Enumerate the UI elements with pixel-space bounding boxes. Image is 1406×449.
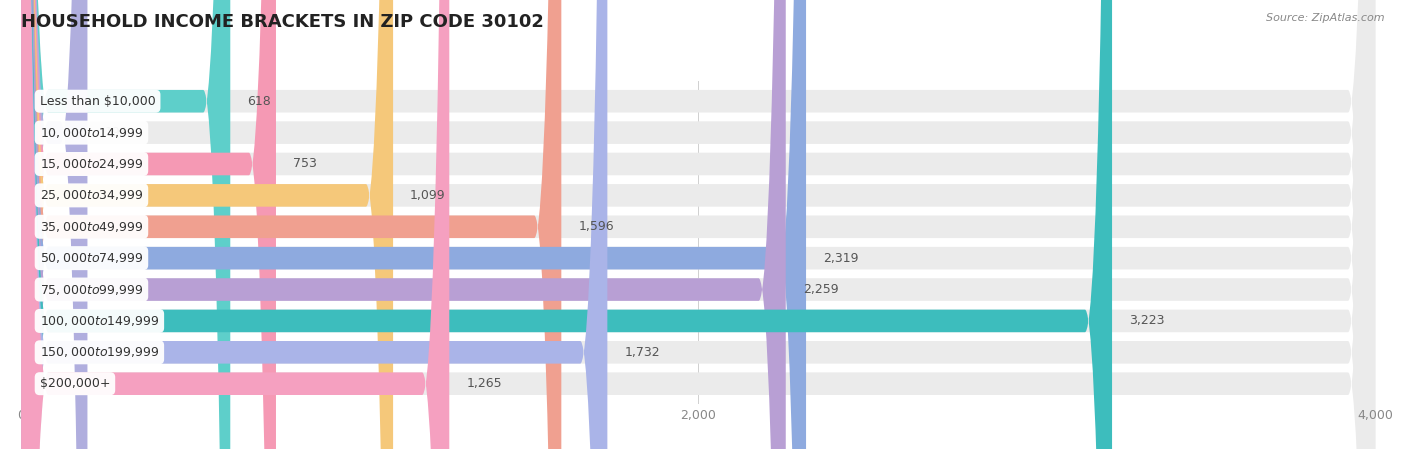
Text: $75,000 to $99,999: $75,000 to $99,999 <box>39 282 143 296</box>
Text: 196: 196 <box>104 126 128 139</box>
FancyBboxPatch shape <box>21 0 1375 449</box>
Text: $15,000 to $24,999: $15,000 to $24,999 <box>39 157 143 171</box>
FancyBboxPatch shape <box>21 0 231 449</box>
Text: 3,223: 3,223 <box>1129 314 1164 327</box>
FancyBboxPatch shape <box>21 0 394 449</box>
Text: $200,000+: $200,000+ <box>39 377 110 390</box>
FancyBboxPatch shape <box>21 0 1375 449</box>
Text: 1,732: 1,732 <box>624 346 659 359</box>
FancyBboxPatch shape <box>21 0 1375 449</box>
Text: HOUSEHOLD INCOME BRACKETS IN ZIP CODE 30102: HOUSEHOLD INCOME BRACKETS IN ZIP CODE 30… <box>21 13 544 31</box>
Text: $25,000 to $34,999: $25,000 to $34,999 <box>39 189 143 202</box>
FancyBboxPatch shape <box>21 0 1112 449</box>
Text: 753: 753 <box>292 158 316 171</box>
FancyBboxPatch shape <box>21 0 1375 449</box>
Text: 2,259: 2,259 <box>803 283 838 296</box>
FancyBboxPatch shape <box>21 0 1375 449</box>
Text: $35,000 to $49,999: $35,000 to $49,999 <box>39 220 143 234</box>
Text: 1,265: 1,265 <box>467 377 502 390</box>
FancyBboxPatch shape <box>21 0 1375 449</box>
Text: 1,596: 1,596 <box>578 220 614 233</box>
Text: $100,000 to $149,999: $100,000 to $149,999 <box>39 314 159 328</box>
FancyBboxPatch shape <box>21 0 450 449</box>
FancyBboxPatch shape <box>21 0 1375 449</box>
Text: 1,099: 1,099 <box>411 189 446 202</box>
Text: Less than $10,000: Less than $10,000 <box>39 95 156 108</box>
FancyBboxPatch shape <box>21 0 1375 449</box>
Text: Source: ZipAtlas.com: Source: ZipAtlas.com <box>1267 13 1385 23</box>
FancyBboxPatch shape <box>21 0 87 449</box>
FancyBboxPatch shape <box>21 0 786 449</box>
FancyBboxPatch shape <box>21 0 806 449</box>
FancyBboxPatch shape <box>21 0 276 449</box>
Text: 2,319: 2,319 <box>823 251 859 264</box>
Text: $10,000 to $14,999: $10,000 to $14,999 <box>39 126 143 140</box>
FancyBboxPatch shape <box>21 0 1375 449</box>
FancyBboxPatch shape <box>21 0 561 449</box>
FancyBboxPatch shape <box>21 0 1375 449</box>
FancyBboxPatch shape <box>21 0 607 449</box>
Text: $150,000 to $199,999: $150,000 to $199,999 <box>39 345 159 359</box>
Text: 618: 618 <box>247 95 271 108</box>
Text: $50,000 to $74,999: $50,000 to $74,999 <box>39 251 143 265</box>
